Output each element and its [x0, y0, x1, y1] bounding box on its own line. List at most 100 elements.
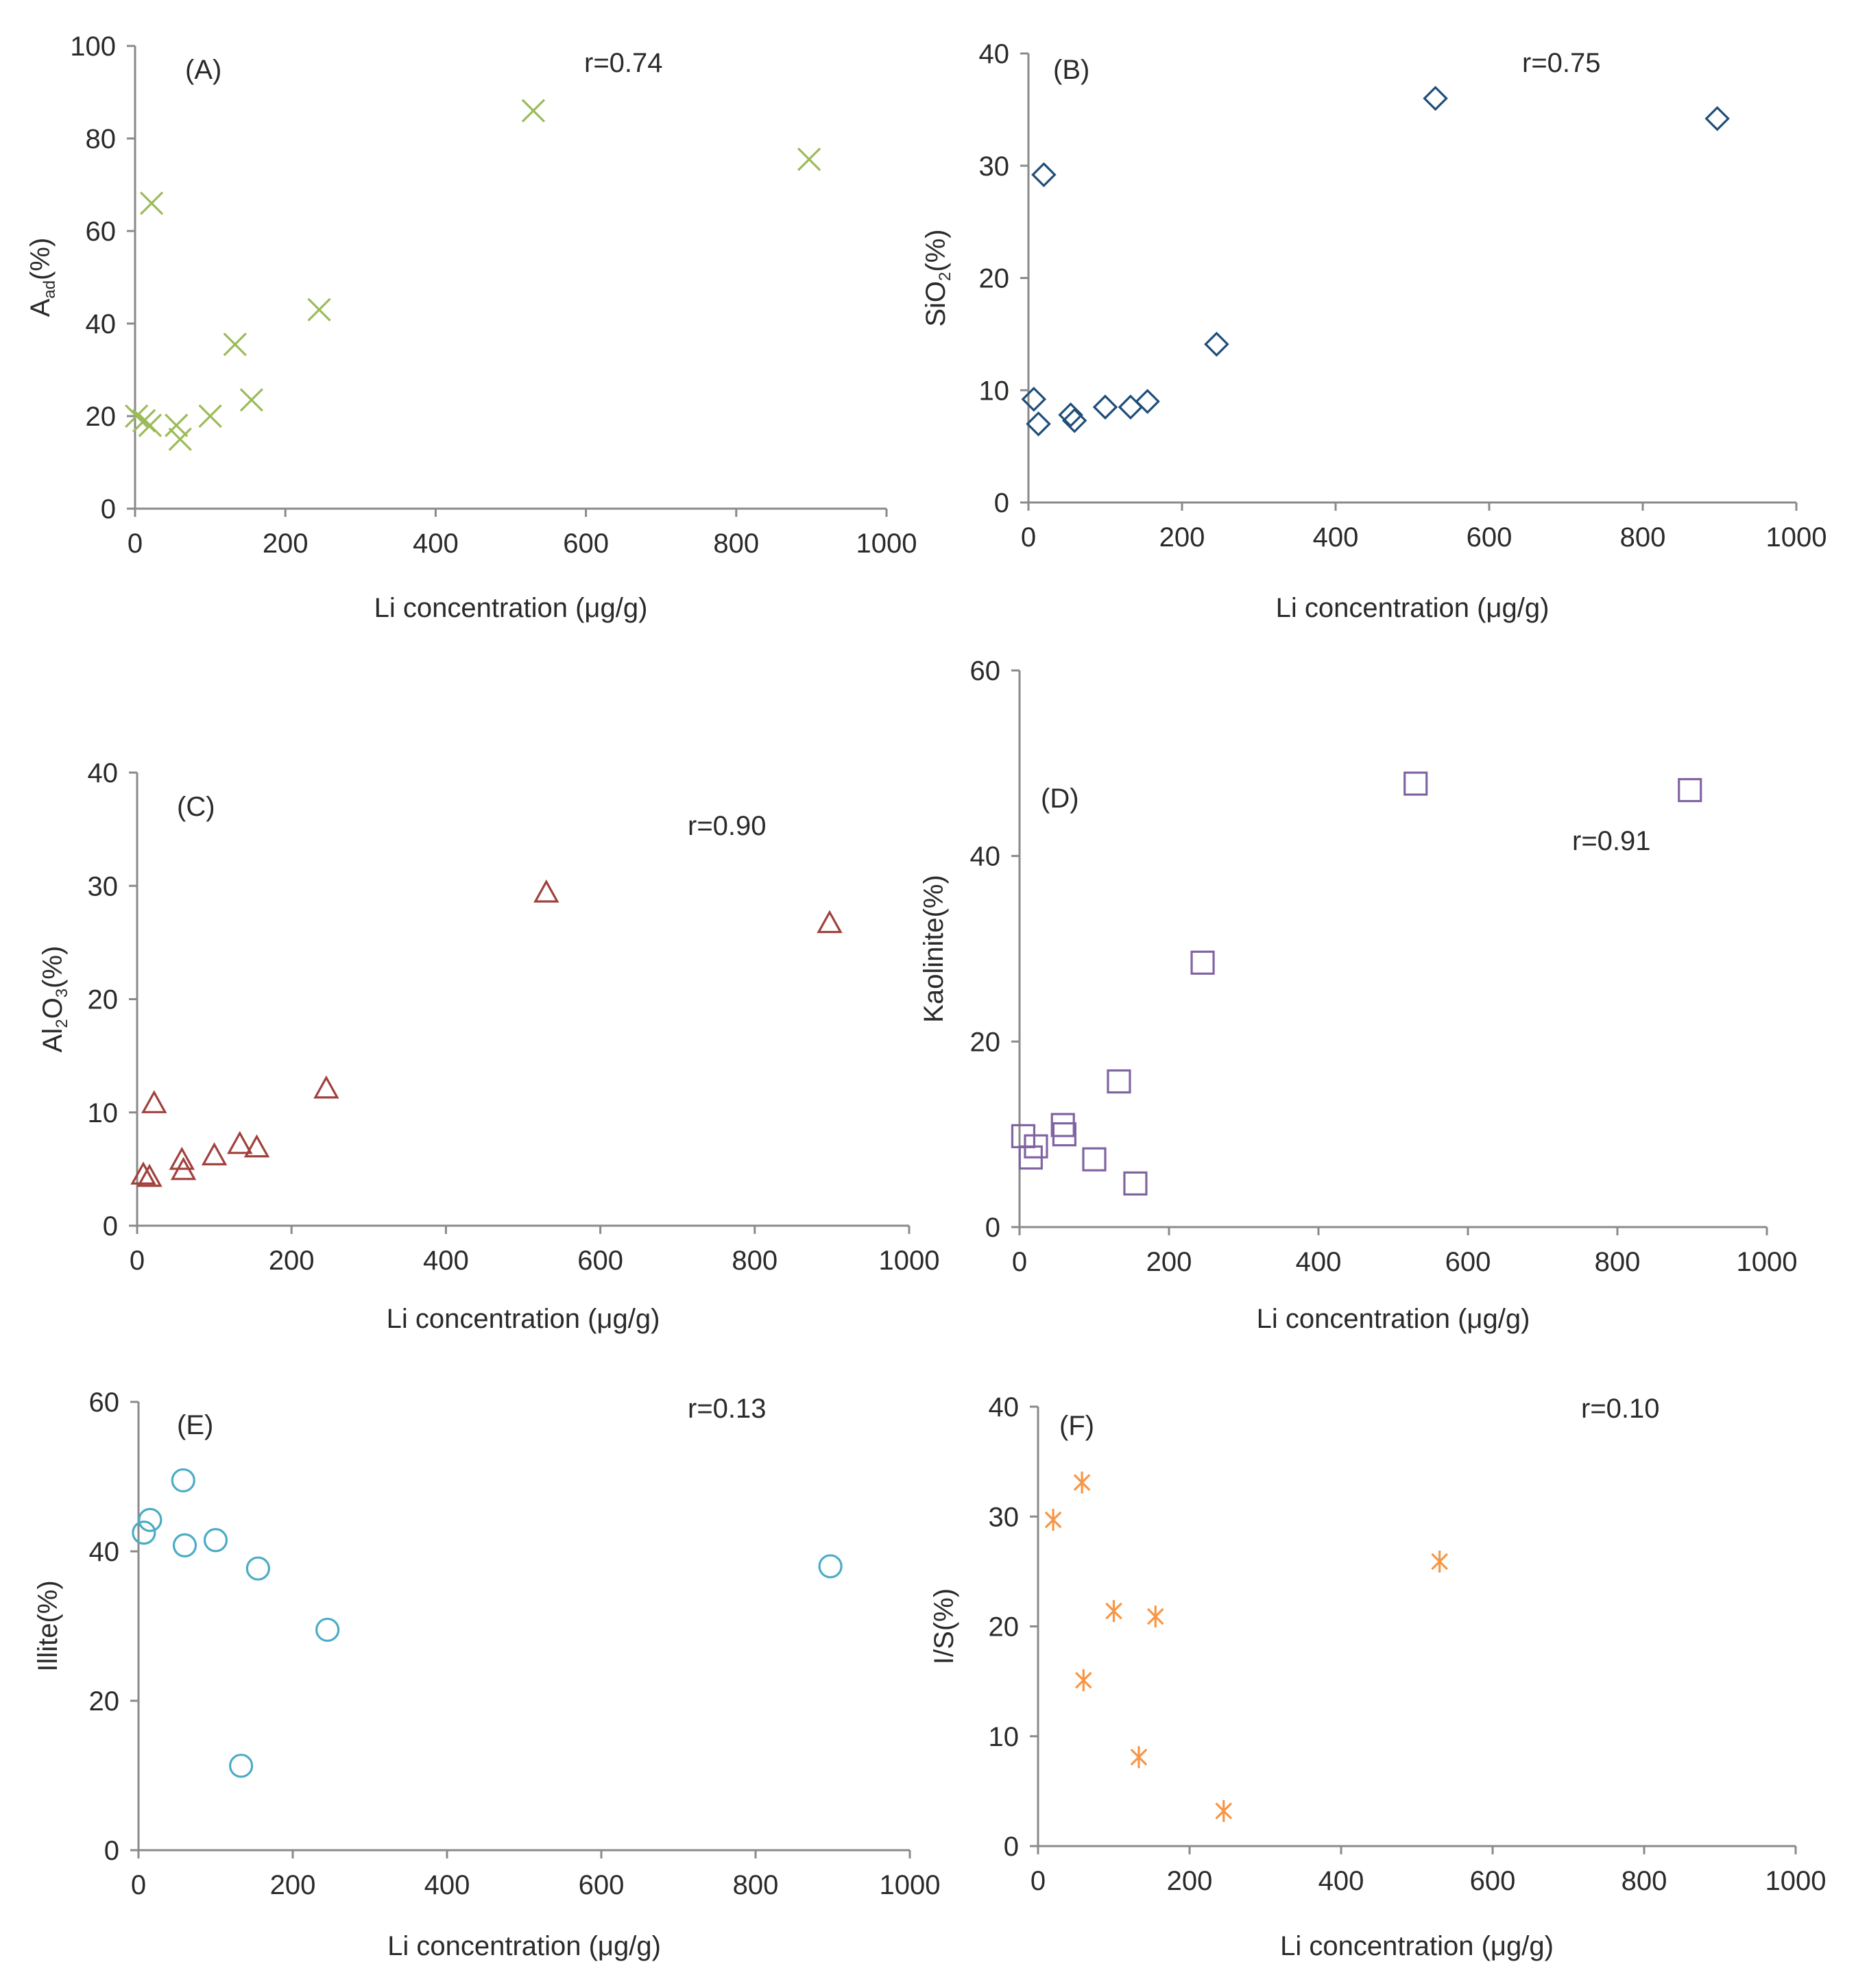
x-tick-label: 800 — [733, 1870, 779, 1900]
data-point-11 — [817, 910, 843, 934]
data-point-9 — [239, 388, 264, 412]
data-point-6 — [229, 1754, 254, 1778]
chart-panel-d: 0 200 400 600 800 1000 0 20 40 60 Li concentration… — [919, 656, 1797, 1334]
y-tick-label: 0 — [101, 494, 116, 524]
panel-label: (C) — [177, 792, 215, 822]
y-tick-label: 0 — [104, 1836, 119, 1866]
correlation-label: r=0.91 — [1572, 826, 1651, 856]
y-axis-title: Kaolinite(%) — [919, 875, 949, 1023]
y-tick-label: 40 — [989, 1392, 1020, 1422]
data-point-5 — [1130, 1746, 1148, 1769]
x-tick-label: 800 — [713, 529, 759, 559]
x-tick-label: 200 — [269, 1246, 315, 1276]
data-point-11 — [1704, 106, 1730, 132]
x-tick-label: 800 — [1595, 1247, 1641, 1277]
panel-label: (A) — [185, 55, 221, 85]
y-tick-label: 0 — [985, 1213, 1000, 1243]
x-tick-label: 400 — [1296, 1247, 1342, 1277]
correlation-label: r=0.74 — [584, 48, 663, 78]
y-tick-label: 0 — [994, 488, 1009, 518]
x-axis-title: Li concentration (μg/g) — [1257, 1304, 1530, 1334]
y-tick-label: 0 — [103, 1211, 118, 1241]
data-point-6 — [168, 427, 192, 451]
x-tick-label: 1000 — [880, 1870, 941, 1900]
data-point-5 — [1061, 408, 1087, 433]
y-tick-label: 60 — [89, 1387, 120, 1418]
data-point-5 — [1052, 1122, 1077, 1147]
x-tick-label: 400 — [413, 529, 459, 559]
data-point-4 — [1105, 1600, 1122, 1623]
x-tick-label: 400 — [423, 1246, 469, 1276]
data-point-7 — [1107, 1069, 1131, 1094]
data-point-6 — [1092, 394, 1118, 420]
x-axis-title: Li concentration (μg/g) — [387, 1304, 660, 1334]
data-point-12 — [797, 147, 821, 171]
data-point-10 — [1403, 771, 1428, 796]
x-tick-label: 600 — [577, 1246, 623, 1276]
x-axis-title: Li concentration (μg/g) — [1280, 1931, 1554, 1961]
y-tick-label: 20 — [89, 1686, 120, 1717]
chart-panel-e: 0 200 400 600 800 1000 0 20 40 60 Li concentration… — [33, 1387, 940, 1961]
data-point-1 — [130, 1161, 156, 1185]
y-tick-label: 30 — [989, 1502, 1020, 1532]
data-point-4 — [169, 1146, 195, 1170]
x-tick-label: 200 — [1159, 522, 1205, 553]
data-point-5 — [170, 1156, 197, 1180]
y-tick-label: 20 — [88, 985, 119, 1015]
correlation-label: r=0.13 — [688, 1394, 767, 1424]
panel-label: (B) — [1053, 55, 1089, 85]
x-tick-label: 0 — [1031, 1866, 1046, 1896]
data-point-8 — [1123, 1171, 1148, 1196]
x-tick-label: 0 — [131, 1870, 146, 1900]
data-point-4 — [172, 1533, 197, 1557]
y-tick-label: 40 — [979, 39, 1010, 69]
panel-label: (F) — [1059, 1411, 1094, 1441]
x-axis-title: Li concentration (μg/g) — [374, 593, 648, 623]
x-tick-label: 1000 — [1766, 522, 1827, 553]
chart-panel-c: 0 200 400 600 800 1000 0 10 20 30 40 Li concentrati… — [38, 758, 939, 1334]
data-point-1 — [125, 404, 149, 428]
x-tick-label: 800 — [1622, 1866, 1667, 1896]
correlation-label: r=0.90 — [688, 811, 767, 841]
x-tick-label: 0 — [130, 1246, 145, 1276]
y-tick-label: 40 — [970, 842, 1001, 872]
x-tick-label: 400 — [1318, 1866, 1364, 1896]
data-point-9 — [818, 1554, 843, 1579]
x-tick-label: 1000 — [856, 529, 917, 559]
x-tick-label: 600 — [563, 529, 609, 559]
y-tick-label: 40 — [86, 309, 117, 339]
data-point-2 — [138, 1507, 162, 1532]
panel-label: (E) — [177, 1410, 213, 1440]
data-point-1 — [132, 1520, 156, 1545]
y-tick-label: 30 — [88, 871, 119, 901]
data-point-8 — [1431, 1550, 1448, 1573]
x-tick-label: 200 — [270, 1870, 316, 1900]
y-tick-label: 20 — [970, 1027, 1001, 1057]
data-point-2 — [136, 1163, 162, 1187]
y-tick-label: 10 — [88, 1098, 119, 1128]
x-tick-label: 200 — [263, 529, 309, 559]
data-point-3 — [138, 413, 162, 437]
data-point-10 — [307, 298, 331, 322]
x-tick-label: 0 — [1012, 1247, 1027, 1277]
data-point-3 — [141, 1090, 167, 1113]
x-tick-label: 1000 — [1765, 1866, 1827, 1896]
data-point-4 — [1050, 1113, 1075, 1137]
data-point-2 — [1026, 411, 1051, 437]
data-point-8 — [315, 1617, 340, 1642]
y-axis-title: Illite(%) — [33, 1580, 63, 1671]
y-tick-label: 60 — [86, 217, 117, 247]
y-tick-label: 20 — [979, 264, 1010, 294]
chart-panel-b: 0 200 400 600 800 1000 0 10 20 30 40 Li concentrati… — [921, 39, 1827, 623]
y-axis-title: Al2O3(%) — [38, 946, 71, 1053]
data-point-7 — [227, 1130, 253, 1154]
data-point-10 — [533, 879, 559, 903]
data-point-4 — [1058, 402, 1083, 428]
data-point-1 — [1044, 1509, 1062, 1531]
panel-label: (D) — [1041, 784, 1079, 814]
data-point-2 — [1073, 1471, 1091, 1494]
x-tick-label: 200 — [1167, 1866, 1213, 1896]
y-axis-title: I/S(%) — [929, 1588, 959, 1664]
y-tick-label: 10 — [979, 376, 1010, 406]
correlation-label: r=0.10 — [1581, 1394, 1660, 1424]
